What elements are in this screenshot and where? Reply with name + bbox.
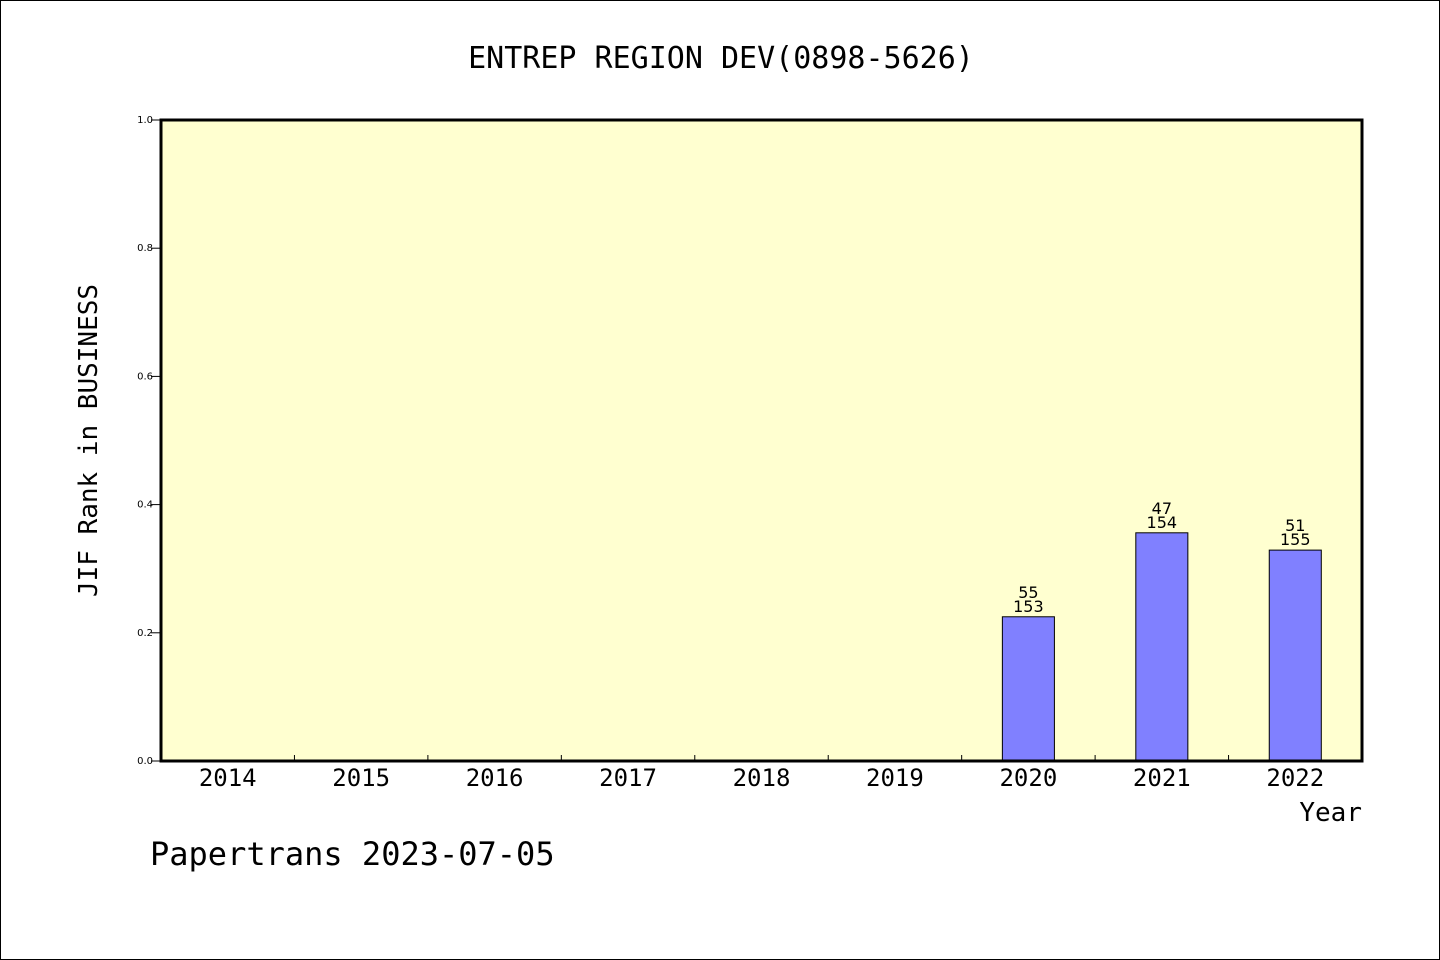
y-tick-label: 0.0: [137, 756, 153, 767]
y-axis: 0.0 0.2 0.4 0.6 0.8 1.0: [137, 115, 161, 767]
x-axis-label: Year: [1299, 798, 1362, 828]
bar-series: [1001, 532, 1322, 762]
bar-total-label: 155: [1280, 530, 1311, 549]
x-tick-label: 2015: [332, 764, 390, 792]
x-tick-label: 2019: [866, 764, 924, 792]
x-tick-label: 2020: [999, 764, 1057, 792]
x-tick-label: 2022: [1266, 764, 1324, 792]
y-axis-label: JIF Rank in BUSINESS: [74, 284, 104, 597]
footer-credit: Papertrans 2023-07-05: [150, 835, 555, 873]
x-tick-label: 2017: [599, 764, 657, 792]
bar: [1135, 532, 1189, 762]
x-tick-label: 2018: [733, 764, 791, 792]
x-tick-label: 2014: [199, 764, 257, 792]
bar: [1268, 549, 1322, 762]
bar-rank-label: 47: [1152, 499, 1172, 518]
x-tick-label: 2016: [466, 764, 524, 792]
bar-rank-label: 55: [1018, 583, 1038, 602]
bar-total-label: 154: [1147, 513, 1178, 532]
plot-border: [159, 118, 1364, 763]
bar-rank-label: 51: [1285, 516, 1305, 535]
x-tick-label: 2021: [1133, 764, 1191, 792]
bar: [1001, 616, 1055, 762]
y-tick-label: 1.0: [137, 115, 153, 126]
y-tick-label: 0.4: [137, 500, 153, 511]
x-axis: 2014 2015 2016 2017 2018 2019 2020 2021 2022: [199, 755, 1324, 792]
chart-title: ENTREP REGION DEV(0898-5626): [468, 41, 974, 76]
y-tick-label: 0.8: [137, 243, 153, 254]
bar-total-label: 153: [1013, 597, 1044, 616]
y-tick-label: 0.6: [137, 371, 153, 382]
y-tick-label: 0.2: [137, 628, 153, 639]
